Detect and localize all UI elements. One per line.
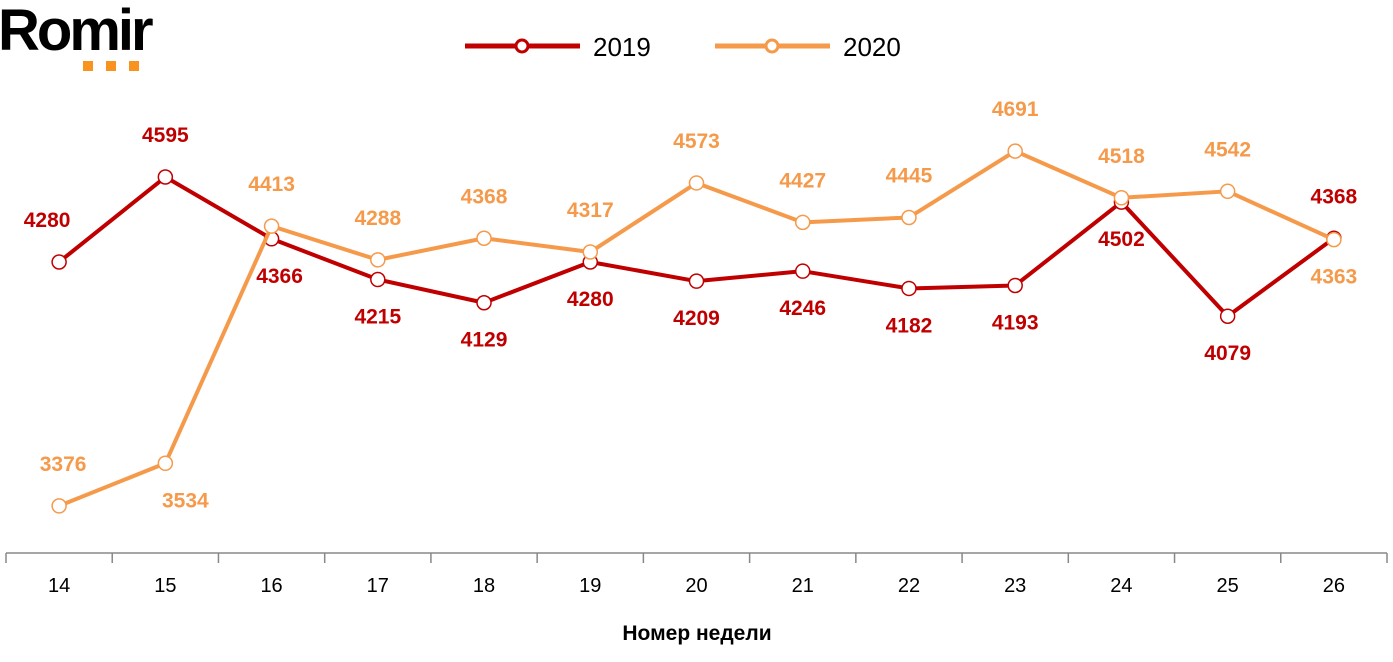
- data-point: [51, 254, 67, 270]
- data-point: [582, 244, 599, 260]
- data-label: 4129: [461, 329, 508, 352]
- legend-label: 2020: [843, 32, 901, 62]
- x-tick-label: 26: [1323, 575, 1345, 597]
- data-point: [370, 252, 386, 268]
- data-point: [794, 263, 811, 279]
- legend-label: 2019: [593, 32, 651, 62]
- data-label: 4182: [886, 314, 933, 337]
- data-point: [1219, 308, 1236, 324]
- x-axis-title: Номер недели: [622, 622, 771, 645]
- data-label: 3376: [40, 453, 87, 476]
- logo-dot: [106, 61, 116, 71]
- data-point: [1113, 190, 1130, 206]
- data-label: 4502: [1098, 228, 1145, 251]
- x-tick-label: 25: [1217, 575, 1239, 597]
- romir-logo: Romir: [0, 0, 156, 71]
- x-tick-label: 21: [792, 575, 814, 597]
- data-point: [688, 175, 705, 191]
- logo-text: Romir: [0, 0, 153, 63]
- data-label: 4427: [779, 169, 826, 192]
- legend: 2019 2020: [465, 32, 901, 62]
- data-label: 4595: [142, 124, 189, 147]
- data-label: 4413: [248, 173, 295, 196]
- data-point: [1219, 183, 1236, 200]
- x-tick-label: 17: [367, 575, 389, 597]
- data-point: [157, 169, 174, 185]
- legend-item-2019: 2019: [465, 32, 651, 62]
- data-point: [1007, 143, 1023, 159]
- x-tick-label: 18: [473, 575, 495, 597]
- series-group: 4280 4595 4366 4215 4129 4280 4209 4246 4182 4193…: [24, 98, 1358, 514]
- data-label: 4280: [567, 288, 614, 311]
- logo-dot: [129, 61, 139, 71]
- x-tick-label: 22: [898, 575, 920, 597]
- x-tick-label: 20: [685, 575, 707, 597]
- data-label: 4368: [461, 185, 508, 208]
- data-label: 4366: [256, 265, 303, 288]
- data-point: [901, 209, 917, 226]
- data-point: [476, 294, 492, 311]
- data-point: [794, 214, 811, 231]
- data-label: 4215: [354, 306, 401, 329]
- x-tick-label: 23: [1004, 575, 1026, 597]
- data-label: 4518: [1098, 145, 1145, 168]
- data-label: 3534: [162, 489, 209, 512]
- logo-dot: [83, 61, 93, 71]
- data-label: 4079: [1204, 342, 1251, 365]
- data-label: 4317: [567, 199, 614, 222]
- data-point: [1007, 277, 1023, 294]
- x-tick-label: 19: [579, 575, 601, 597]
- data-point: [51, 498, 67, 514]
- legend-marker: [514, 38, 530, 54]
- x-tick-label: 16: [260, 575, 282, 597]
- x-tick-label: 15: [154, 575, 176, 597]
- data-point: [1326, 231, 1342, 248]
- legend-marker: [764, 38, 780, 54]
- data-label: 4246: [779, 297, 826, 320]
- data-label: 4573: [673, 130, 720, 153]
- data-label: 4445: [886, 164, 933, 187]
- data-label: 4363: [1311, 266, 1358, 289]
- x-tick-label: 14: [48, 575, 70, 597]
- data-label: 4209: [673, 307, 720, 330]
- data-label: 4288: [354, 207, 401, 230]
- data-point: [370, 271, 386, 288]
- data-label: 4691: [992, 98, 1039, 121]
- data-label: 4280: [24, 209, 71, 232]
- series-2020: 3376 3534 4413 4288 4368 4317 4573 4427 4445 4691…: [40, 98, 1358, 514]
- x-axis: 14 15 16 17 18 19 20 21 22 23 24 25 26: [5, 552, 1388, 597]
- x-tick-label: 24: [1110, 575, 1132, 597]
- data-point: [263, 218, 280, 234]
- data-label: 4542: [1204, 138, 1251, 161]
- data-point: [688, 273, 705, 289]
- data-point: [476, 230, 492, 247]
- legend-item-2020: 2020: [715, 32, 901, 62]
- data-label: 4193: [992, 311, 1039, 334]
- data-point: [157, 455, 174, 472]
- data-point: [901, 280, 917, 297]
- data-label: 4368: [1311, 185, 1358, 208]
